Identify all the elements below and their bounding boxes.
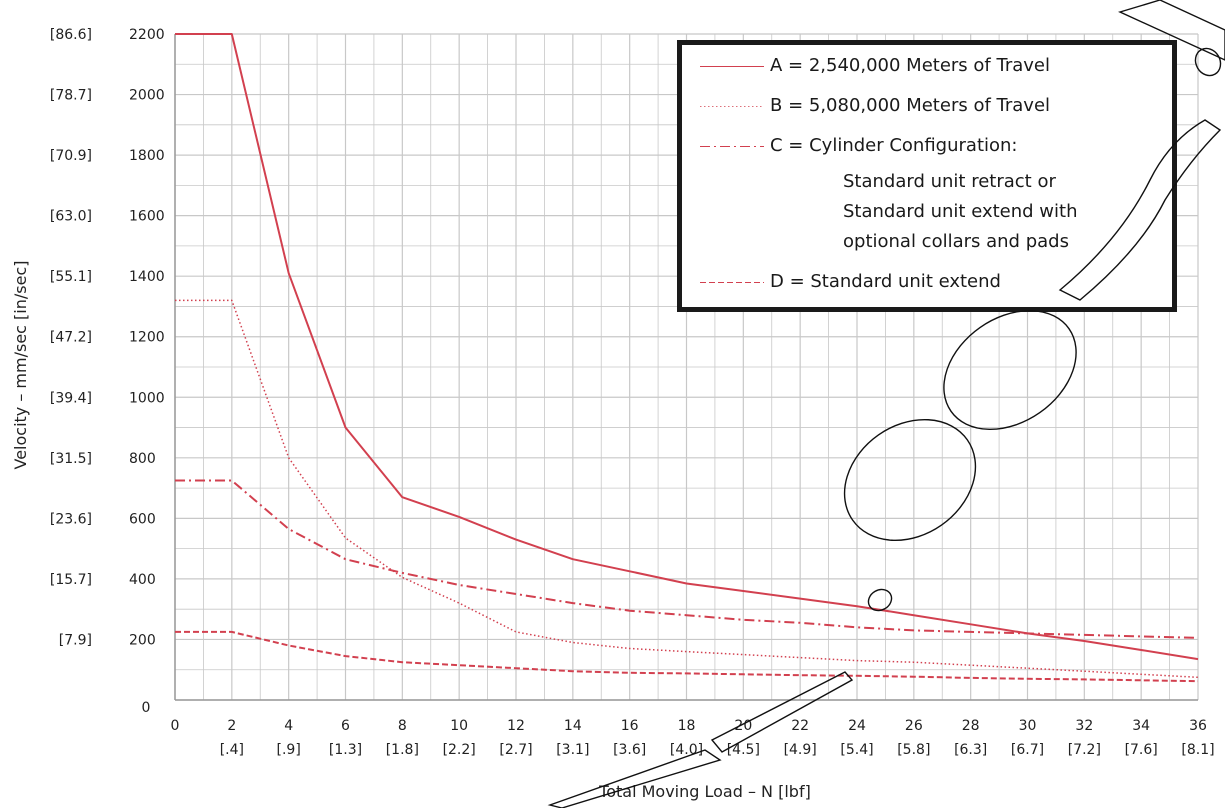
y-tick-sublabel: [47.2] (50, 330, 92, 346)
series-line-d (175, 630, 1199, 683)
x-tick-label: 36 (1189, 718, 1207, 734)
x-tick-label: 28 (962, 718, 980, 734)
legend-label-d: D = Standard unit extend (770, 271, 1001, 292)
x-tick-sublabel: [1.8] (386, 742, 419, 758)
y-tick-sublabel: [86.6] (50, 27, 92, 43)
y-tick-label: 1400 (129, 269, 165, 285)
y-tick-sublabel: [55.1] (50, 269, 92, 285)
x-tick-sublabel: [.9] (277, 742, 301, 758)
x-tick-label: 4 (284, 718, 293, 734)
y-tick-label: 2200 (129, 27, 165, 43)
legend-item-c: C = Cylinder Configuration: (700, 135, 1017, 156)
y-tick-label: 1600 (129, 209, 165, 225)
y-tick-label: 400 (129, 572, 156, 588)
legend-label-c: C = Cylinder Configuration: (770, 135, 1018, 156)
y-tick-label: 800 (129, 451, 156, 467)
y-tick-sublabel: [15.7] (50, 572, 92, 588)
y-tick-sublabel: [7.9] (59, 632, 92, 648)
legend-swatch-c (700, 145, 764, 147)
y-tick-sublabel: [39.4] (50, 390, 92, 406)
x-tick-sublabel: [8.1] (1181, 742, 1214, 758)
x-tick-label: 6 (341, 718, 350, 734)
y-tick-label: 1000 (129, 390, 165, 406)
legend-box: A = 2,540,000 Meters of Travel B = 5,080… (677, 40, 1177, 312)
x-tick-sublabel: [7.6] (1125, 742, 1158, 758)
x-tick-label: 0 (171, 718, 180, 734)
tick-labels: 0 2 [.4] 4 [.9] 6 [1.3] 8 [1.8] 10 [2.2] 12 [2.7] 14 [… (50, 27, 1215, 758)
legend-label-c-line-4: optional collars and pads (843, 231, 1069, 252)
y-tick-sublabel: [70.9] (50, 148, 92, 164)
x-tick-label: 16 (621, 718, 639, 734)
x-tick-label: 26 (905, 718, 923, 734)
axes (174, 34, 1198, 701)
x-tick-sublabel: [6.7] (1011, 742, 1044, 758)
x-tick-label: 8 (398, 718, 407, 734)
x-tick-label: 18 (678, 718, 696, 734)
x-tick-label: 2 (227, 718, 236, 734)
x-tick-sublabel: [4.5] (727, 742, 760, 758)
x-tick-label: 32 (1075, 718, 1093, 734)
x-tick-sublabel: [3.1] (556, 742, 589, 758)
y-tick-label: 200 (129, 632, 156, 648)
legend-label-c-line-2: Standard unit retract or (843, 171, 1056, 192)
x-tick-sublabel: [2.7] (499, 742, 532, 758)
legend-label-c-line-3: Standard unit extend with (843, 201, 1078, 222)
x-tick-sublabel: [1.3] (329, 742, 362, 758)
x-tick-label: 12 (507, 718, 525, 734)
x-tick-sublabel: [6.3] (954, 742, 987, 758)
x-tick-label: 22 (791, 718, 809, 734)
series-lines (175, 33, 1199, 683)
y-tick-label: 1200 (129, 330, 165, 346)
x-tick-sublabel: [5.8] (897, 742, 930, 758)
x-tick-sublabel: [.4] (220, 742, 244, 758)
x-tick-label: 24 (848, 718, 866, 734)
y-tick-sublabel: [23.6] (50, 511, 92, 527)
x-tick-sublabel: [5.4] (840, 742, 873, 758)
legend-item-d: D = Standard unit extend (700, 271, 1001, 292)
x-tick-label: 34 (1132, 718, 1150, 734)
legend-label-b: B = 5,080,000 Meters of Travel (770, 95, 1051, 116)
y-tick-label: 600 (129, 511, 156, 527)
x-tick-sublabel: [4.0] (670, 742, 703, 758)
y-tick-sublabel: [31.5] (50, 451, 92, 467)
y-tick-sublabel: [78.7] (50, 88, 92, 104)
x-tick-label: 30 (1019, 718, 1037, 734)
legend-swatch-a (700, 65, 764, 67)
legend-item-a: A = 2,540,000 Meters of Travel (700, 55, 1050, 76)
y-tick-sublabel: [63.0] (50, 209, 92, 225)
legend-label-a: A = 2,540,000 Meters of Travel (770, 55, 1050, 76)
y-tick-label: 1800 (129, 148, 165, 164)
x-tick-label: 10 (450, 718, 468, 734)
series-line-c (175, 479, 1199, 639)
legend-swatch-b (700, 105, 764, 107)
x-tick-label: 20 (734, 718, 752, 734)
y-axis-title: Velocity – mm/sec [in/sec] (11, 261, 30, 470)
legend-swatch-d (700, 281, 764, 283)
y-tick-label: 0 (142, 700, 151, 716)
y-tick-label: 2000 (129, 88, 165, 104)
x-tick-sublabel: [2.2] (443, 742, 476, 758)
x-tick-sublabel: [3.6] (613, 742, 646, 758)
x-axis-title: Total Moving Load – N [lbf] (598, 782, 811, 801)
legend-item-b: B = 5,080,000 Meters of Travel (700, 95, 1050, 116)
x-tick-sublabel: [7.2] (1068, 742, 1101, 758)
x-tick-sublabel: [4.9] (784, 742, 817, 758)
x-tick-label: 14 (564, 718, 582, 734)
